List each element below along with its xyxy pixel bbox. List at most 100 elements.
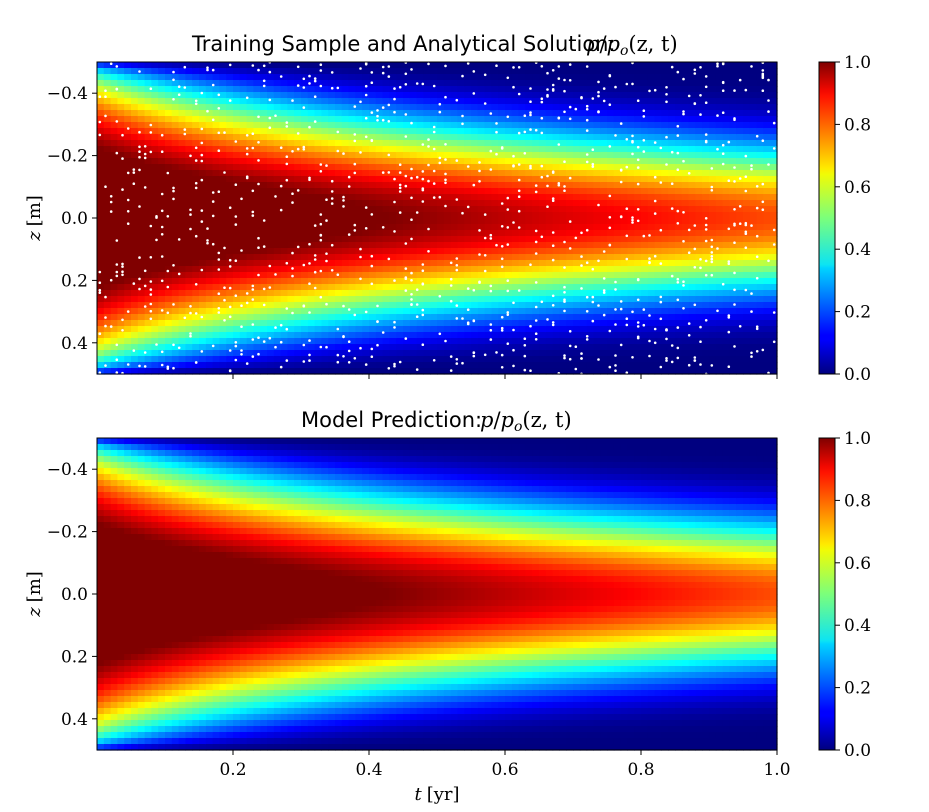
- heatmap-cell: [185, 164, 193, 171]
- heatmap-cell: [634, 326, 642, 333]
- heatmap-cell: [627, 128, 635, 135]
- heatmap-cell: [341, 308, 350, 315]
- heatmap-cell: [226, 146, 234, 153]
- heatmap-cell: [634, 86, 642, 93]
- heatmap-cell: [498, 338, 506, 345]
- heatmap-cell: [158, 200, 166, 207]
- heatmap-cell: [205, 356, 214, 363]
- heatmap-cell: [641, 278, 649, 285]
- heatmap-cell: [613, 110, 622, 117]
- heatmap-cell: [341, 86, 350, 93]
- heatmap-cell: [178, 356, 186, 363]
- heatmap-cell: [681, 152, 690, 159]
- heatmap-cell: [307, 140, 316, 147]
- heatmap-cell: [729, 284, 737, 291]
- heatmap-cell: [280, 104, 288, 111]
- heatmap-cell: [103, 80, 112, 87]
- heatmap-cell: [491, 122, 499, 129]
- heatmap-cell: [226, 182, 234, 189]
- heatmap-cell: [722, 356, 730, 363]
- heatmap-cell: [192, 248, 200, 255]
- heatmap-cell: [110, 128, 118, 135]
- heatmap-cell: [695, 230, 703, 237]
- heatmap-cell: [715, 218, 724, 225]
- heatmap-cell: [443, 152, 452, 159]
- heatmap-cell: [253, 140, 261, 147]
- heatmap-cell: [511, 170, 520, 177]
- heatmap-cell: [505, 290, 513, 297]
- heatmap-cell: [634, 122, 642, 129]
- heatmap-cell: [280, 80, 288, 87]
- heatmap-cell: [722, 194, 730, 201]
- heatmap-cell: [552, 272, 560, 279]
- heatmap-cell: [498, 236, 506, 243]
- heatmap-cell: [362, 206, 370, 213]
- heatmap-cell: [668, 152, 676, 159]
- heatmap-cell: [389, 266, 397, 273]
- heatmap-cell: [620, 104, 628, 111]
- heatmap-cell: [579, 254, 588, 261]
- heatmap-cell: [205, 146, 214, 153]
- heatmap-cell: [409, 326, 418, 333]
- heatmap-cell: [423, 110, 431, 117]
- heatmap-cell: [97, 356, 105, 363]
- heatmap-cell: [423, 350, 431, 357]
- heatmap-cell: [620, 254, 628, 261]
- heatmap-cell: [151, 230, 159, 237]
- heatmap-cell: [341, 80, 350, 87]
- heatmap-cell: [539, 266, 547, 273]
- heatmap-cell: [559, 254, 567, 261]
- heatmap-cell: [212, 110, 220, 117]
- heatmap-cell: [199, 224, 207, 231]
- heatmap-cell: [457, 260, 465, 267]
- heatmap-cell: [369, 116, 377, 123]
- heatmap-cell: [355, 164, 363, 171]
- heatmap-cell: [233, 308, 241, 315]
- heatmap-cell: [226, 254, 234, 261]
- heatmap-cell: [620, 296, 628, 303]
- heatmap-cell: [165, 86, 173, 93]
- heatmap-cell: [382, 104, 390, 111]
- heatmap-cell: [668, 170, 676, 177]
- heatmap-cell: [314, 188, 322, 195]
- heatmap-cell: [389, 182, 397, 189]
- heatmap-cell: [532, 194, 540, 201]
- heatmap-cell: [620, 176, 628, 183]
- heatmap-cell: [97, 74, 105, 81]
- heatmap-cell: [110, 332, 118, 339]
- heatmap-cell: [165, 356, 173, 363]
- heatmap-cell: [212, 200, 220, 207]
- heatmap-cell: [246, 320, 254, 327]
- heatmap-cell: [430, 224, 438, 231]
- heatmap-cell: [443, 284, 452, 291]
- heatmap-cell: [375, 158, 384, 165]
- heatmap-cell: [715, 80, 724, 87]
- heatmap-cell: [450, 332, 458, 339]
- heatmap-cell: [505, 266, 513, 273]
- heatmap-cell: [233, 188, 241, 195]
- heatmap-cell: [301, 218, 309, 225]
- heatmap-cell: [246, 80, 254, 87]
- heatmap-cell: [307, 260, 316, 267]
- heatmap-cell: [192, 332, 200, 339]
- heatmap-cell: [273, 98, 282, 105]
- heatmap-cell: [328, 80, 336, 87]
- heatmap-cell: [722, 62, 730, 69]
- heatmap-cell: [341, 188, 350, 195]
- heatmap-cell: [437, 92, 445, 99]
- heatmap-cell: [627, 116, 635, 123]
- heatmap-cell: [273, 242, 282, 249]
- heatmap-cell: [137, 170, 146, 177]
- heatmap-cell: [253, 242, 261, 249]
- heatmap-cell: [341, 194, 350, 201]
- heatmap-cell: [593, 356, 601, 363]
- heatmap-cell: [416, 98, 424, 105]
- heatmap-cell: [423, 344, 431, 351]
- heatmap-cell: [722, 74, 730, 81]
- heatmap-cell: [634, 158, 642, 165]
- heatmap-cell: [443, 308, 452, 315]
- heatmap-cell: [471, 152, 479, 159]
- heatmap-cell: [743, 206, 751, 213]
- heatmap-cell: [729, 158, 737, 165]
- heatmap-cell: [525, 278, 533, 285]
